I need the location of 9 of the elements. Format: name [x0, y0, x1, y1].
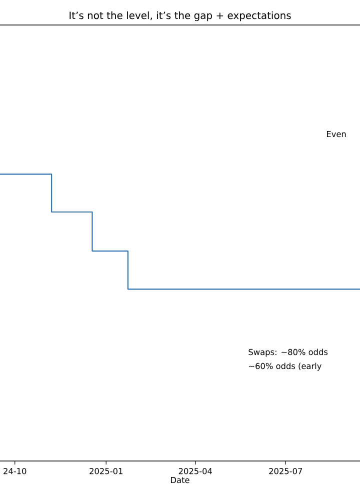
x-tick-label: 24-10: [4, 468, 26, 474]
x-tick-label: 2025-01: [90, 468, 122, 474]
x-axis-title: Date: [171, 477, 190, 484]
x-tick-label: 2025-07: [269, 468, 302, 474]
text: Even: [326, 131, 346, 138]
x-tick-label: 2025-04: [178, 468, 212, 474]
annotation: ~60% odds (early: [249, 362, 322, 371]
annotation: Swaps: ~80% odds: [248, 348, 328, 357]
chart-title: It’s not the level, it’s the gap + expectations: [70, 11, 291, 22]
